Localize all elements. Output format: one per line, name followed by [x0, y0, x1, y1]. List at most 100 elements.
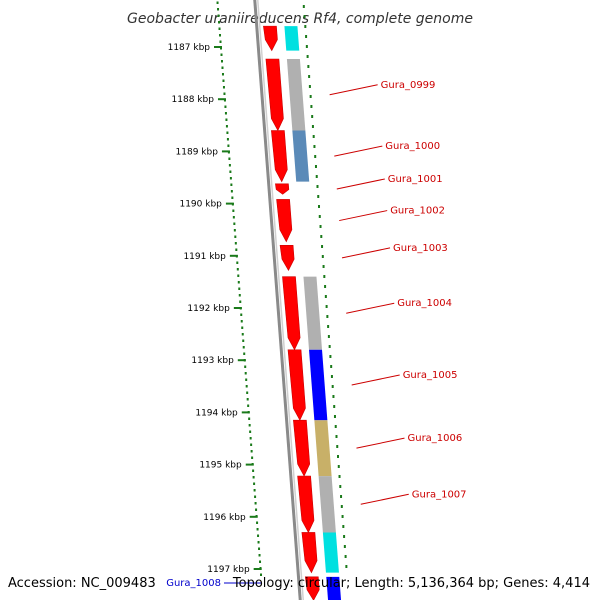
scale-dot	[224, 112, 227, 115]
scale-dot	[236, 268, 239, 271]
cog-band	[303, 276, 323, 350]
gc-dot	[343, 545, 346, 548]
gene-arrow[interactable]	[271, 130, 288, 183]
scale-dot	[234, 235, 237, 238]
scale-dot	[246, 391, 249, 394]
scale-dot	[245, 378, 248, 381]
scale-dot	[231, 196, 234, 199]
gene-leader-line	[351, 374, 400, 386]
scale-dot	[243, 359, 246, 362]
gc-dot	[305, 35, 308, 38]
gc-dot	[322, 265, 325, 268]
gene-leader-line	[346, 302, 395, 314]
scale-dot	[220, 47, 222, 50]
gc-dot	[321, 255, 324, 258]
gc-dot	[335, 435, 338, 438]
scale-dot	[224, 105, 227, 108]
gc-dot	[309, 95, 312, 98]
scale-dot	[218, 27, 221, 30]
scale-dot	[257, 541, 260, 544]
scale-dot	[231, 203, 234, 206]
gene-arrow[interactable]	[276, 199, 293, 243]
scale-dot	[220, 60, 223, 63]
gene-label[interactable]: Gura_1000	[385, 141, 440, 152]
kbp-scale: 1187 kbp 1188 kbp 1189 kbp 1190 kbp 1191 kbp…	[168, 1, 348, 576]
scale-dot	[226, 131, 229, 134]
gc-dot	[314, 155, 317, 158]
gene-arrow[interactable]	[275, 183, 290, 195]
cog-band	[326, 576, 342, 600]
scale-dot	[225, 118, 228, 121]
scale-dot	[249, 437, 252, 440]
gc-dot	[337, 455, 340, 458]
gc-dot	[332, 395, 335, 398]
gc-dot	[330, 375, 333, 378]
gene-arrow[interactable]	[265, 58, 284, 132]
gc-dot	[318, 205, 321, 208]
gene-label[interactable]: Gura_1001	[388, 174, 443, 185]
gc-dot	[342, 525, 345, 528]
scale-dot	[244, 372, 247, 375]
gc-dot	[339, 485, 342, 488]
scale-dot	[241, 326, 244, 329]
gene-label[interactable]: Gura_1007	[412, 489, 467, 500]
gc-dot	[303, 15, 306, 18]
gene-label[interactable]: Gura_1003	[393, 243, 448, 254]
scale-dot	[247, 404, 250, 407]
gene-label[interactable]: Gura_1008	[166, 578, 221, 589]
gene-arrow[interactable]	[293, 419, 311, 477]
scale-dot	[240, 313, 243, 316]
scale-dot	[254, 502, 257, 505]
accession-text: Accession: NC_009483	[8, 576, 156, 591]
scale-dot	[242, 339, 245, 342]
gc-dot	[333, 415, 336, 418]
gene-leader-line	[341, 247, 391, 259]
scale-dot	[245, 385, 248, 388]
gc-dot	[329, 355, 332, 358]
kbp-tick-label: 1196 kbp	[203, 513, 246, 523]
gene-arrow[interactable]	[263, 25, 278, 52]
gene-label[interactable]: Gura_1005	[403, 370, 458, 381]
gene-label[interactable]: Gura_0999	[381, 80, 436, 91]
gene-arrow[interactable]	[282, 276, 301, 351]
cog-band	[292, 130, 310, 182]
gc-dot	[331, 385, 334, 388]
scale-dot	[234, 242, 237, 245]
gene-label[interactable]: Gura_1002	[390, 206, 445, 217]
scale-dot	[217, 14, 220, 17]
gc-dot	[338, 475, 341, 478]
gc-dot	[344, 555, 347, 558]
gene-arrow[interactable]	[287, 349, 306, 421]
scale-dot	[216, 1, 219, 4]
scale-dot	[259, 567, 262, 570]
scale-dot	[259, 560, 262, 563]
gc-dot	[333, 405, 336, 408]
scale-dot	[236, 261, 239, 264]
scale-dot	[221, 66, 224, 69]
kbp-tick-label: 1187 kbp	[168, 43, 211, 53]
gene-arrow[interactable]	[297, 475, 315, 534]
gene-arrow[interactable]	[304, 576, 320, 600]
gene-arrow[interactable]	[301, 532, 318, 574]
scale-dot	[229, 170, 232, 173]
scale-dot	[248, 417, 251, 420]
gene-labels: Gura_0999 Gura_1000 Gura_1001 Gura_1002 Gura…	[166, 80, 466, 589]
scale-dot	[255, 515, 258, 518]
gc-dot	[304, 25, 307, 28]
scale-dot	[228, 157, 231, 160]
scale-dot	[228, 164, 231, 167]
scale-dot	[238, 294, 241, 297]
scale-dot	[223, 92, 226, 95]
gc-dot	[316, 185, 319, 188]
kbp-tick-label: 1190 kbp	[179, 200, 222, 210]
kbp-tick-label: 1188 kbp	[172, 95, 215, 105]
gene-arrow[interactable]	[279, 245, 295, 272]
gc-dot	[334, 425, 337, 428]
scale-dot	[243, 352, 246, 355]
gc-dot	[325, 305, 328, 308]
gc-dot	[328, 345, 331, 348]
scale-dot	[253, 489, 256, 492]
scale-dot	[223, 99, 226, 102]
gene-label[interactable]: Gura_1004	[397, 298, 452, 309]
gene-label[interactable]: Gura_1006	[407, 433, 462, 444]
